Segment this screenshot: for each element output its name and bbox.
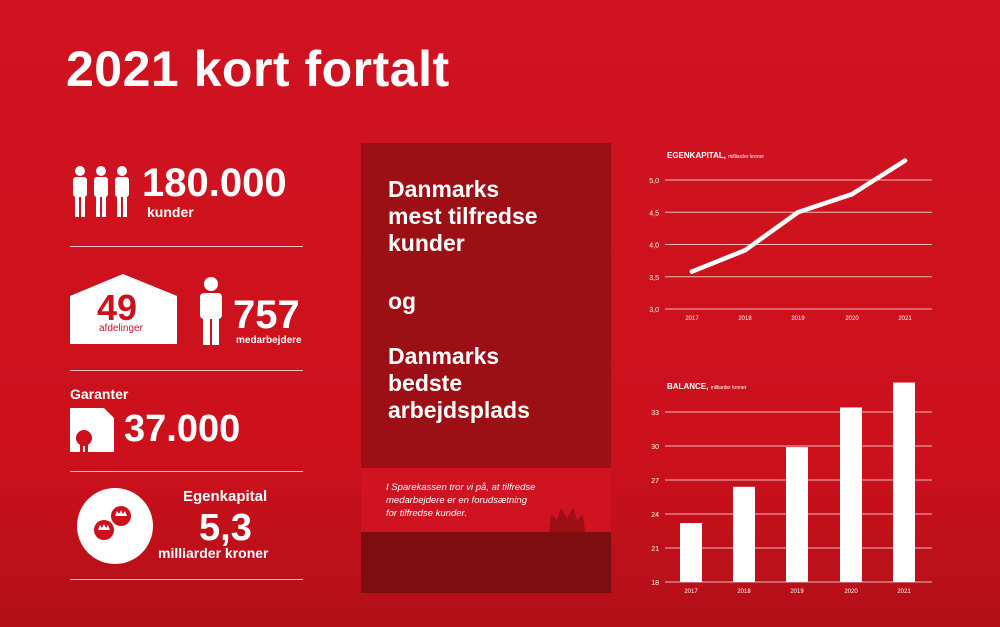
balance-bar-chart: 18 21 24 27 30 33 2017 2018 2019 2020 2021 bbox=[651, 382, 932, 595]
panel-footer bbox=[361, 532, 611, 593]
divider bbox=[70, 579, 303, 580]
highlight-panel: Danmarks mest tilfredse kunder og Danmar… bbox=[361, 143, 611, 593]
guarantors-label: Garanter bbox=[70, 386, 129, 402]
divider bbox=[70, 471, 303, 472]
balance-bar bbox=[893, 382, 915, 582]
panel-note-box: I Sparekassen tror vi på, at tilfredse m… bbox=[361, 468, 611, 532]
customers-label: kunder bbox=[147, 204, 194, 220]
balance-bar bbox=[733, 486, 755, 582]
equity-chart-title-text: EGENKAPITAL, bbox=[667, 151, 726, 160]
y-tick-label: 5,0 bbox=[649, 178, 659, 185]
panel-note-line-3: for tilfredse kunder. bbox=[386, 508, 467, 519]
person-icon bbox=[200, 277, 222, 345]
customers-value: 180.000 bbox=[142, 161, 287, 205]
y-tick-label: 24 bbox=[651, 512, 659, 519]
x-tick-label: 2021 bbox=[898, 316, 912, 322]
panel-line-1: Danmarks bbox=[388, 176, 500, 202]
y-tick-label: 21 bbox=[651, 546, 659, 553]
balance-bar bbox=[786, 447, 808, 582]
house-icon bbox=[70, 274, 177, 344]
equity-series-line bbox=[689, 158, 908, 274]
page-title: 2021 kort fortalt bbox=[66, 41, 450, 97]
equity-value: 5,3 bbox=[199, 507, 252, 549]
panel-line-6: bedste bbox=[388, 370, 463, 396]
panel-line-7: arbejdsplads bbox=[388, 397, 530, 423]
certificate-icon bbox=[70, 408, 114, 452]
coins-icon bbox=[77, 488, 153, 564]
x-tick-label: 2017 bbox=[684, 589, 698, 595]
y-tick-label: 33 bbox=[651, 410, 659, 417]
data-point bbox=[689, 269, 695, 274]
data-point bbox=[795, 209, 801, 215]
equity-label: Egenkapital bbox=[183, 488, 268, 505]
data-point bbox=[742, 248, 748, 253]
panel-line-5: Danmarks bbox=[388, 343, 500, 369]
panel-line-4: og bbox=[388, 288, 417, 314]
balance-bar bbox=[840, 407, 862, 582]
panel-note-line-2: medarbejdere er en forudsætning bbox=[386, 495, 528, 506]
divider bbox=[70, 370, 303, 371]
panel-note-line-1: I Sparekassen tror vi på, at tilfredse bbox=[386, 482, 536, 493]
x-tick-label: 2018 bbox=[737, 589, 751, 595]
crown-icon bbox=[549, 508, 585, 532]
equity-line-chart: 3,0 3,5 4,0 4,5 5,0 2017 2018 2019 2020 2021 bbox=[649, 158, 932, 322]
equity-unit: milliarder kroner bbox=[158, 545, 269, 561]
equity-chart-title: EGENKAPITAL, milliarder kroner bbox=[667, 151, 764, 160]
divider bbox=[70, 246, 303, 247]
data-point bbox=[849, 191, 855, 197]
y-tick-label: 3,5 bbox=[649, 275, 659, 282]
crown-icon bbox=[98, 510, 127, 530]
equity-chart-subtitle: milliarder kroner bbox=[728, 154, 765, 160]
employees-label: medarbejdere bbox=[236, 335, 302, 346]
data-point bbox=[902, 158, 908, 163]
guarantors-value: 37.000 bbox=[124, 408, 241, 450]
branches-label: afdelinger bbox=[99, 323, 143, 334]
panel-note: I Sparekassen tror vi på, at tilfredse m… bbox=[386, 481, 586, 520]
people-icon bbox=[73, 166, 129, 217]
x-tick-label: 2018 bbox=[738, 316, 752, 322]
balance-chart-subtitle: milliarder kroner bbox=[710, 385, 747, 391]
balance-chart-title: BALANCE, milliarder kroner bbox=[667, 382, 746, 391]
y-tick-label: 18 bbox=[651, 580, 659, 587]
x-tick-label: 2020 bbox=[845, 316, 859, 322]
x-tick-label: 2020 bbox=[844, 589, 858, 595]
x-tick-label: 2019 bbox=[791, 316, 805, 322]
x-tick-label: 2021 bbox=[897, 589, 911, 595]
employees-value: 757 bbox=[233, 293, 300, 337]
y-tick-label: 4,0 bbox=[649, 243, 659, 250]
y-tick-label: 30 bbox=[651, 444, 659, 451]
balance-bar bbox=[680, 523, 702, 582]
balance-chart-title-text: BALANCE, bbox=[667, 382, 709, 391]
x-tick-label: 2019 bbox=[790, 589, 804, 595]
y-tick-label: 3,0 bbox=[649, 307, 659, 314]
y-tick-label: 27 bbox=[651, 478, 659, 485]
y-tick-label: 4,5 bbox=[649, 210, 659, 217]
x-tick-label: 2017 bbox=[685, 316, 699, 322]
panel-line-2: mest tilfredse bbox=[388, 203, 538, 229]
branches-value: 49 bbox=[97, 287, 138, 328]
panel-line-3: kunder bbox=[388, 230, 465, 256]
